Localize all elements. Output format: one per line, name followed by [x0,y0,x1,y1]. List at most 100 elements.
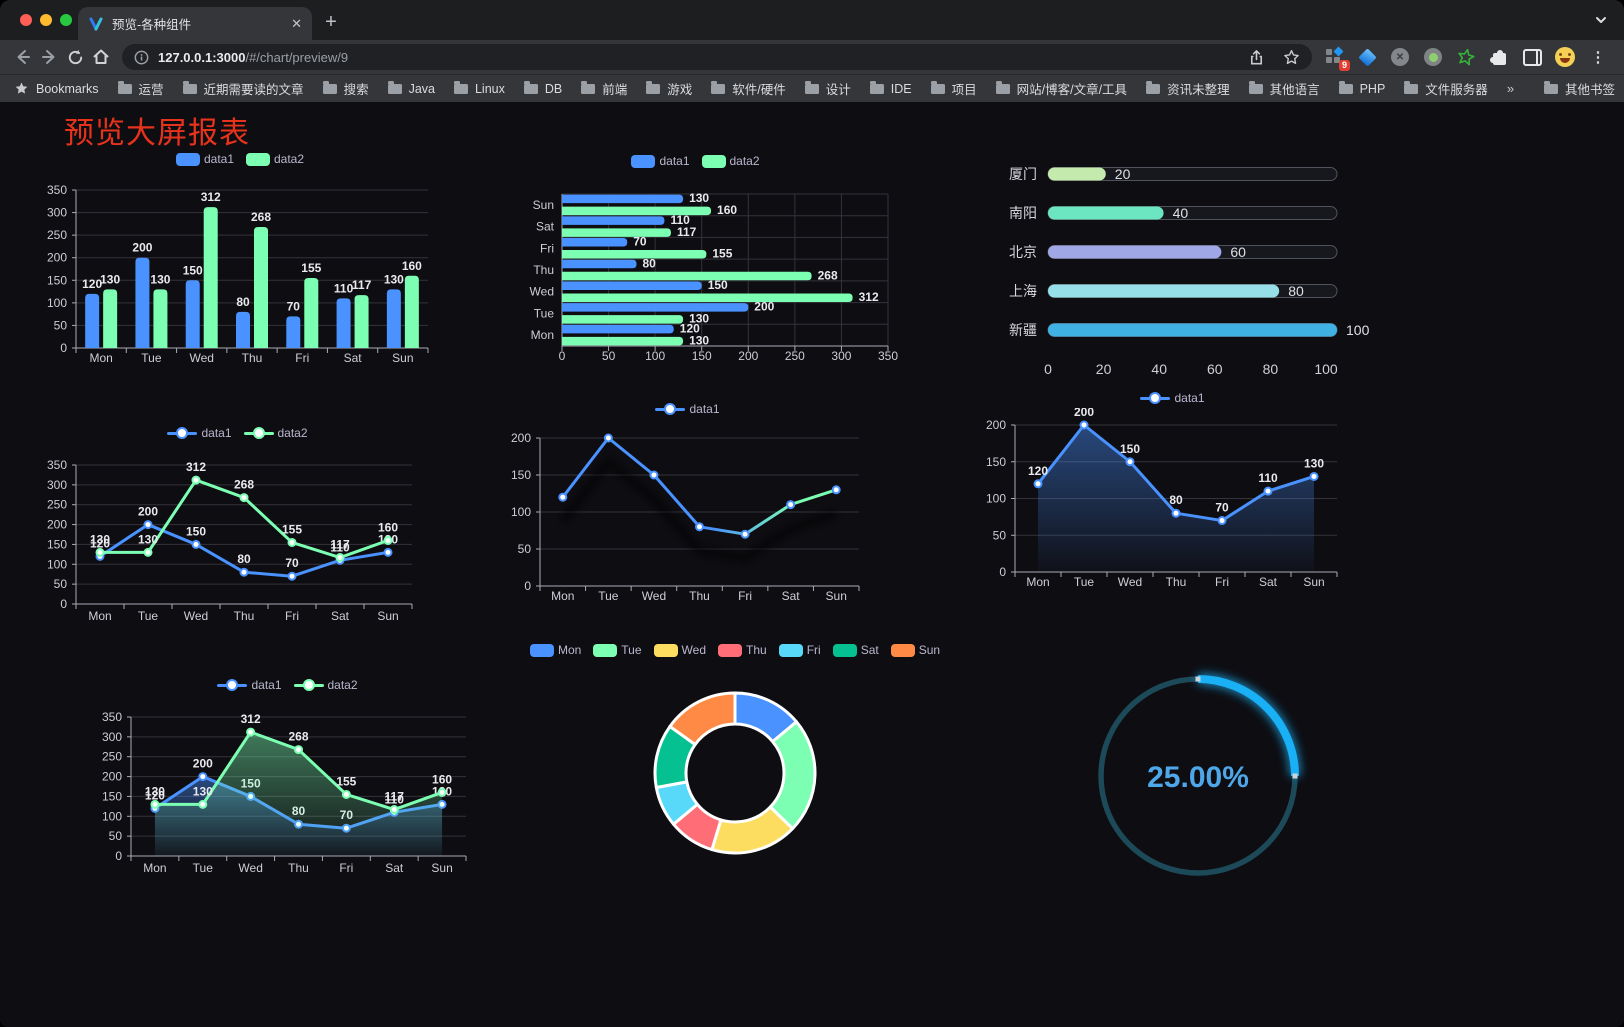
page-info-icon[interactable] [134,50,149,65]
legend-item[interactable]: data1 [167,426,232,440]
extension-record-icon[interactable] [1423,47,1443,67]
bookmark-item[interactable]: Java [387,80,435,96]
chart-canvas[interactable]: 0 50 100 150 200 Mon Tue Wed Thu Fri Sat Sun 120 200 1… [985,408,1360,600]
chart-canvas[interactable]: 0 50 100 150 200 250 300 350 Mon Tue Wed Thu Fri Sat S… [95,696,480,894]
tab-close-icon[interactable]: ✕ [291,15,302,31]
bookmark-item[interactable]: 游戏 [646,79,692,98]
chart-canvas[interactable]: 0 50 100 150 200 250 300 350 Mon Tue Wed Thu Fri Sat S… [40,444,435,642]
refresh-button[interactable] [62,44,88,70]
legend-item[interactable]: data1 [655,402,720,416]
bookmarks-overflow-chevron[interactable]: » [1506,81,1515,96]
legend-item[interactable]: data1 [631,154,690,168]
legend-item[interactable]: data1 [1140,391,1205,405]
side-panel-icon[interactable] [1522,47,1542,67]
browser-tab[interactable]: 预览-各种组件 ✕ [78,7,312,40]
bookmark-label: 软件/硬件 [732,83,786,97]
svg-text:Thu: Thu [242,351,263,365]
legend-item[interactable]: Fri [778,643,821,657]
tab-search-chevron-icon[interactable] [1592,11,1610,29]
bookmark-item[interactable]: 运营 [117,79,164,98]
svg-text:上海: 上海 [1009,283,1037,299]
svg-text:0: 0 [115,849,122,863]
svg-text:Sun: Sun [1303,575,1324,589]
legend-marker-icon [246,152,270,166]
legend-item[interactable]: data2 [243,426,308,440]
chart-canvas[interactable]: 厦门 20 南阳 40 北京 60 上海 80 新疆 100 0 20 40 60 80 100 [995,150,1380,390]
bookmark-item[interactable]: 资讯未整理 [1146,79,1230,98]
svg-text:110: 110 [330,540,350,554]
svg-text:Tue: Tue [141,351,162,365]
legend-item[interactable]: data2 [293,678,358,692]
chart-bar-grouped: data1 data2 0 50 100 150 200 250 300 350 Mon Tue Wed… [40,148,440,370]
legend-item[interactable]: Wed [653,643,706,657]
svg-text:268: 268 [251,210,271,224]
bookmark-item[interactable]: IDE [869,80,912,96]
chart-canvas[interactable]: 0 50 100 150 200 250 300 350 Mon Tue Wed Thu Fri Sat S… [40,170,440,370]
minimize-window-button[interactable] [40,14,52,26]
legend-item[interactable]: data1 [175,152,234,166]
bookmark-item[interactable]: Linux [453,80,505,96]
extension-gem-icon[interactable] [1357,47,1377,67]
legend-item[interactable]: Mon [529,643,581,657]
bookmark-item[interactable]: 近期需要读的文章 [182,79,304,98]
legend-label: Sun [918,643,941,657]
legend-item[interactable]: data1 [217,678,282,692]
svg-text:50: 50 [54,577,68,591]
bookmark-star-icon[interactable] [1283,49,1300,66]
extension-circle-icon[interactable]: ✕ [1390,47,1410,67]
svg-text:80: 80 [236,295,250,309]
bookmark-item[interactable]: 文件服务器 [1404,79,1488,98]
svg-text:Mon: Mon [551,589,574,603]
bookmark-item[interactable]: 网站/博客/文章/工具 [995,79,1127,98]
svg-text:130: 130 [100,272,120,286]
legend-item[interactable]: Tue [593,643,642,657]
other-bookmarks[interactable]: 其他书签 [1544,79,1615,98]
zoom-window-button[interactable] [60,14,72,26]
svg-text:200: 200 [738,349,758,363]
url-bar[interactable]: 127.0.0.1:3000 /#/chart/preview/9 [122,44,1312,70]
extension-grid-icon[interactable]: 9 [1324,46,1350,71]
svg-text:Sat: Sat [536,220,555,234]
bookmarks-label: Bookmarks [36,81,99,96]
svg-text:Mon: Mon [531,328,554,342]
svg-text:130: 130 [145,784,165,798]
home-button[interactable] [88,44,114,70]
tab-strip: 预览-各种组件 ✕ + [0,0,1624,40]
share-icon[interactable] [1248,49,1265,66]
new-tab-button[interactable]: + [325,10,337,33]
svg-text:20: 20 [1115,166,1131,182]
svg-text:160: 160 [378,520,398,534]
legend-item[interactable]: Sun [890,643,941,657]
bookmark-item[interactable]: DB [523,80,562,96]
legend-item[interactable]: Sat [832,643,879,657]
browser-menu-icon[interactable]: ⋮ [1590,49,1606,66]
legend-item[interactable]: Thu [718,643,767,657]
svg-text:Sun: Sun [431,861,452,875]
chart-canvas[interactable] [545,662,925,938]
bookmarks-manager[interactable]: Bookmarks [14,81,99,96]
svg-text:120: 120 [145,788,165,802]
svg-text:80: 80 [1169,493,1183,507]
bookmark-item[interactable]: 前端 [581,79,627,98]
extensions-puzzle-icon[interactable] [1489,47,1509,67]
bookmark-item[interactable]: 其他语言 [1248,79,1320,98]
legend-label: data2 [274,152,305,166]
bookmark-item[interactable]: 软件/硬件 [711,79,786,98]
profile-avatar[interactable] [1555,47,1575,67]
bookmark-item[interactable]: PHP [1338,80,1385,96]
legend-item[interactable]: data2 [246,152,304,166]
forward-button[interactable] [36,44,62,70]
legend-item[interactable]: data2 [701,154,760,168]
bookmark-item[interactable]: 搜索 [322,79,369,98]
bookmark-item[interactable]: 设计 [804,79,851,98]
close-window-button[interactable] [20,14,32,26]
back-button[interactable] [10,44,36,70]
extension-star-icon[interactable] [1456,47,1476,67]
chart-legend: data1 data2 [40,148,440,170]
svg-text:200: 200 [1074,408,1094,419]
bookmark-item[interactable]: 项目 [930,79,977,98]
legend-marker-icon [631,154,656,168]
chart-canvas[interactable]: 0 50 100 150 200 Mon Tue Wed Thu Fri Sat Sun [495,420,880,616]
chart-canvas[interactable]: 25.00% [1078,655,1318,905]
